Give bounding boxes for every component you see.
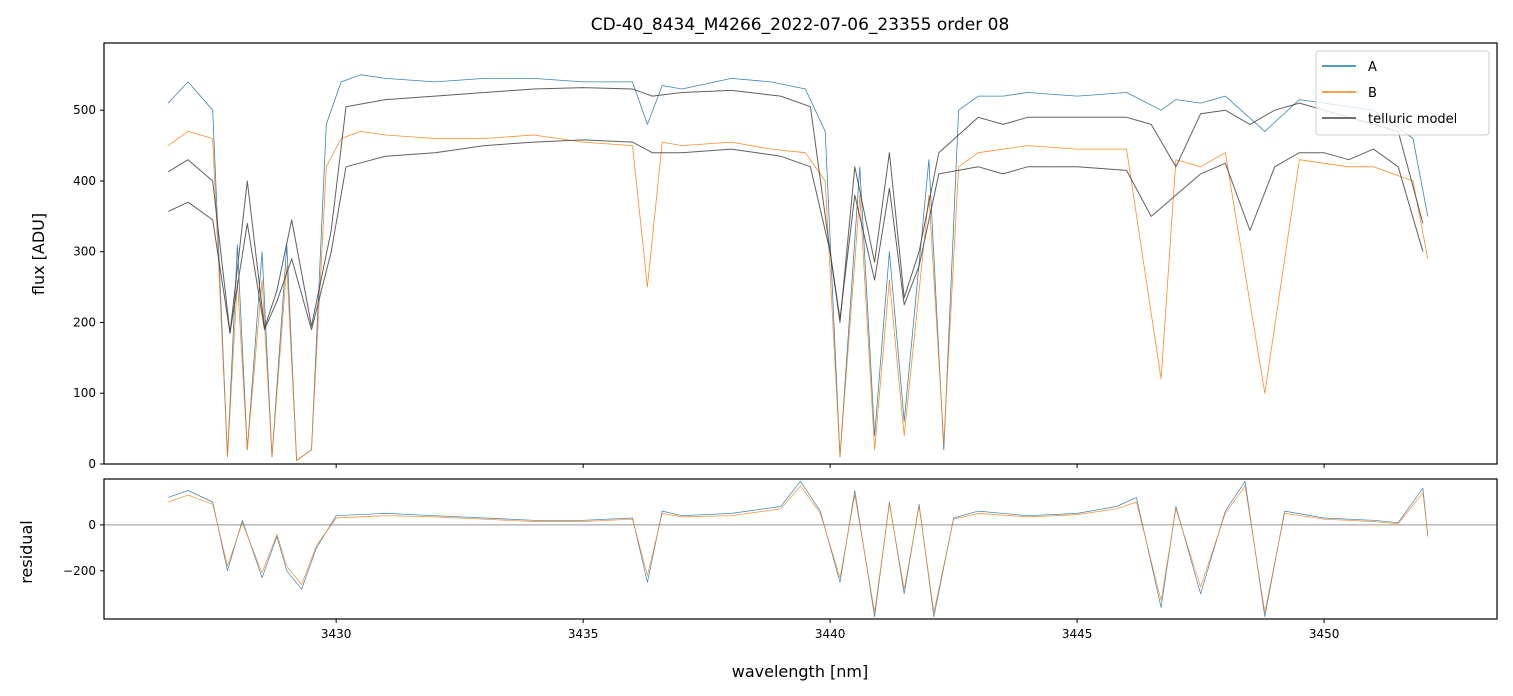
flux-y-ticks: 0 100 200 300 400 500: [73, 103, 104, 471]
residual-axes-frame: [103, 478, 1498, 620]
flux-y-tick-label: 400: [73, 174, 96, 188]
flux-y-tick-label: 300: [73, 245, 96, 259]
residual-plot-area: [104, 480, 1497, 618]
residual-x-tick-label: 3450: [1309, 627, 1340, 641]
residual-x-ticks: 3430 3435 3440 3445 3450: [321, 619, 1339, 641]
residual-series-a: [168, 480, 1429, 618]
legend: A B telluric model: [1315, 50, 1490, 136]
flux-series-telluric-model: [167, 87, 1424, 334]
flux-y-label: flux [ADU]: [29, 213, 48, 295]
residual-y-tick-label: −200: [63, 564, 96, 578]
residual-x-tick-label: 3440: [815, 627, 846, 641]
residual-x-tick-label: 3445: [1062, 627, 1093, 641]
flux-series-b: [167, 130, 1429, 461]
legend-label-b: B: [1368, 86, 1377, 101]
flux-plot-area: [167, 74, 1429, 461]
residual-panel: −200 0 3430 3435 3440 3445 3450 residual wave…: [17, 478, 1498, 681]
flux-x-ticks: [335, 464, 1325, 468]
legend-label-telluric-model: telluric model: [1368, 112, 1457, 127]
residual-x-tick-label: 3430: [321, 627, 352, 641]
residual-y-label: residual: [17, 520, 36, 583]
flux-y-tick-label: 0: [88, 457, 96, 471]
flux-series-a: [167, 74, 1429, 461]
residual-y-ticks: −200 0: [63, 518, 104, 578]
flux-panel: 0 100 200 300 400 500 flux [ADU] A B telluric…: [29, 42, 1498, 471]
x-axis-label: wavelength [nm]: [732, 662, 869, 681]
flux-y-tick-label: 200: [73, 315, 96, 329]
residual-y-tick-label: 0: [88, 518, 96, 532]
legend-label-a: A: [1368, 60, 1377, 75]
flux-series-telluric-model-lower: [167, 139, 1424, 334]
flux-y-tick-label: 100: [73, 386, 96, 400]
flux-axes-frame: [103, 42, 1498, 465]
residual-series-b: [168, 485, 1429, 613]
flux-y-tick-label: 500: [73, 103, 96, 117]
residual-x-tick-label: 3435: [568, 627, 599, 641]
legend-box: [1315, 50, 1490, 136]
chart-title: CD-40_8434_M4266_2022-07-06_23355 order …: [591, 15, 1010, 35]
